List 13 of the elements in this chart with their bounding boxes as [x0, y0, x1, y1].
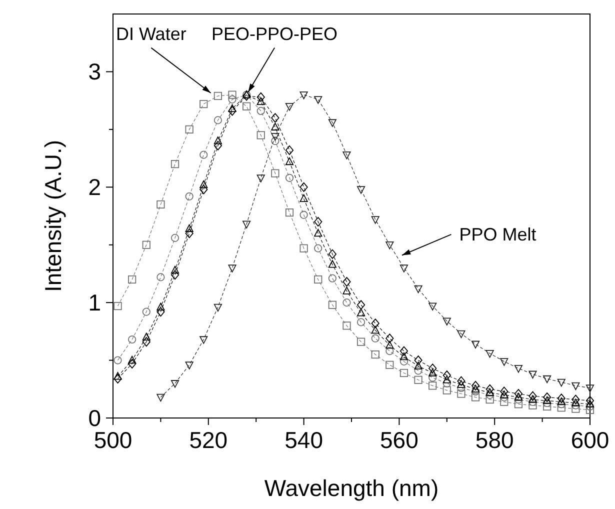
- annotation: DI Water: [116, 24, 186, 44]
- x-tick-label: 560: [380, 427, 418, 453]
- x-axis-title: Wavelength (nm): [264, 475, 439, 501]
- x-tick-label: 540: [284, 427, 323, 453]
- x-tick-label: 600: [570, 427, 610, 453]
- x-tick-label: 520: [189, 427, 228, 453]
- y-tick-label: 3: [88, 58, 101, 85]
- y-tick-label: 2: [88, 174, 101, 200]
- annotation: PEO-PPO-PEO: [212, 24, 338, 44]
- x-tick-label: 580: [475, 427, 514, 453]
- annotation: PPO Melt: [459, 224, 536, 244]
- y-tick-label: 1: [88, 290, 101, 316]
- y-axis-title: Intensity (A.U.): [40, 140, 66, 292]
